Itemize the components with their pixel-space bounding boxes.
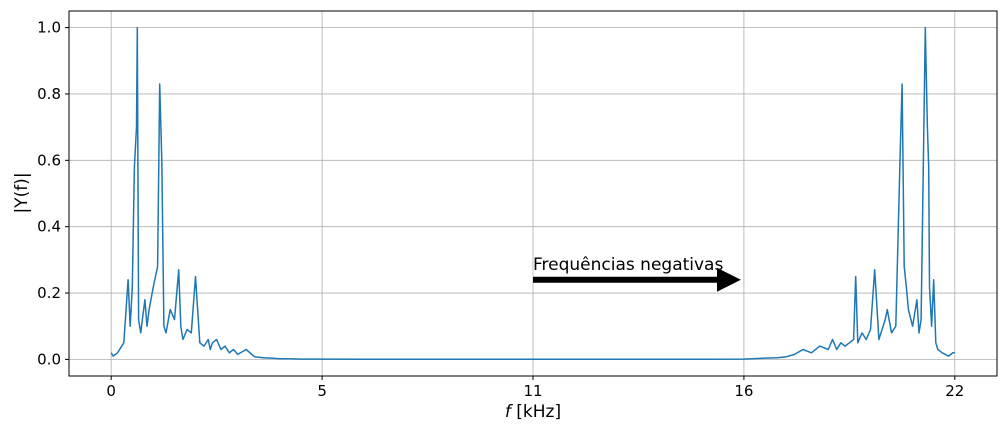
y-tick-label: 1.0: [37, 19, 61, 37]
y-tick-label: 0.0: [37, 350, 61, 368]
x-tick-label: 16: [734, 382, 753, 400]
y-tick-label: 0.8: [37, 85, 61, 103]
y-axis-label: |Y(f)|: [12, 172, 32, 213]
series-group: [110, 26, 955, 361]
x-axis-label-var: f: [505, 402, 514, 422]
y-tick-label: 0.6: [37, 151, 61, 169]
annotation-group: Frequências negativas: [533, 255, 741, 292]
x-tick-label: 5: [317, 382, 327, 400]
x-axis-label-unit: [kHz]: [516, 402, 561, 422]
series-line: [110, 26, 955, 361]
x-tick-label: 0: [106, 382, 116, 400]
ticks-group: 0 5 11 16 22 0.0 0.2 0.4 0.6 0.8 1.0: [37, 19, 964, 400]
y-tick-label: 0.2: [37, 284, 61, 302]
x-tick-label: 22: [945, 382, 964, 400]
x-tick-label: 11: [523, 382, 542, 400]
annotation-text: Frequências negativas: [533, 255, 723, 275]
x-axis-label: f [kHz]: [505, 402, 561, 422]
grid: [69, 11, 997, 376]
y-tick-label: 0.4: [37, 218, 61, 236]
